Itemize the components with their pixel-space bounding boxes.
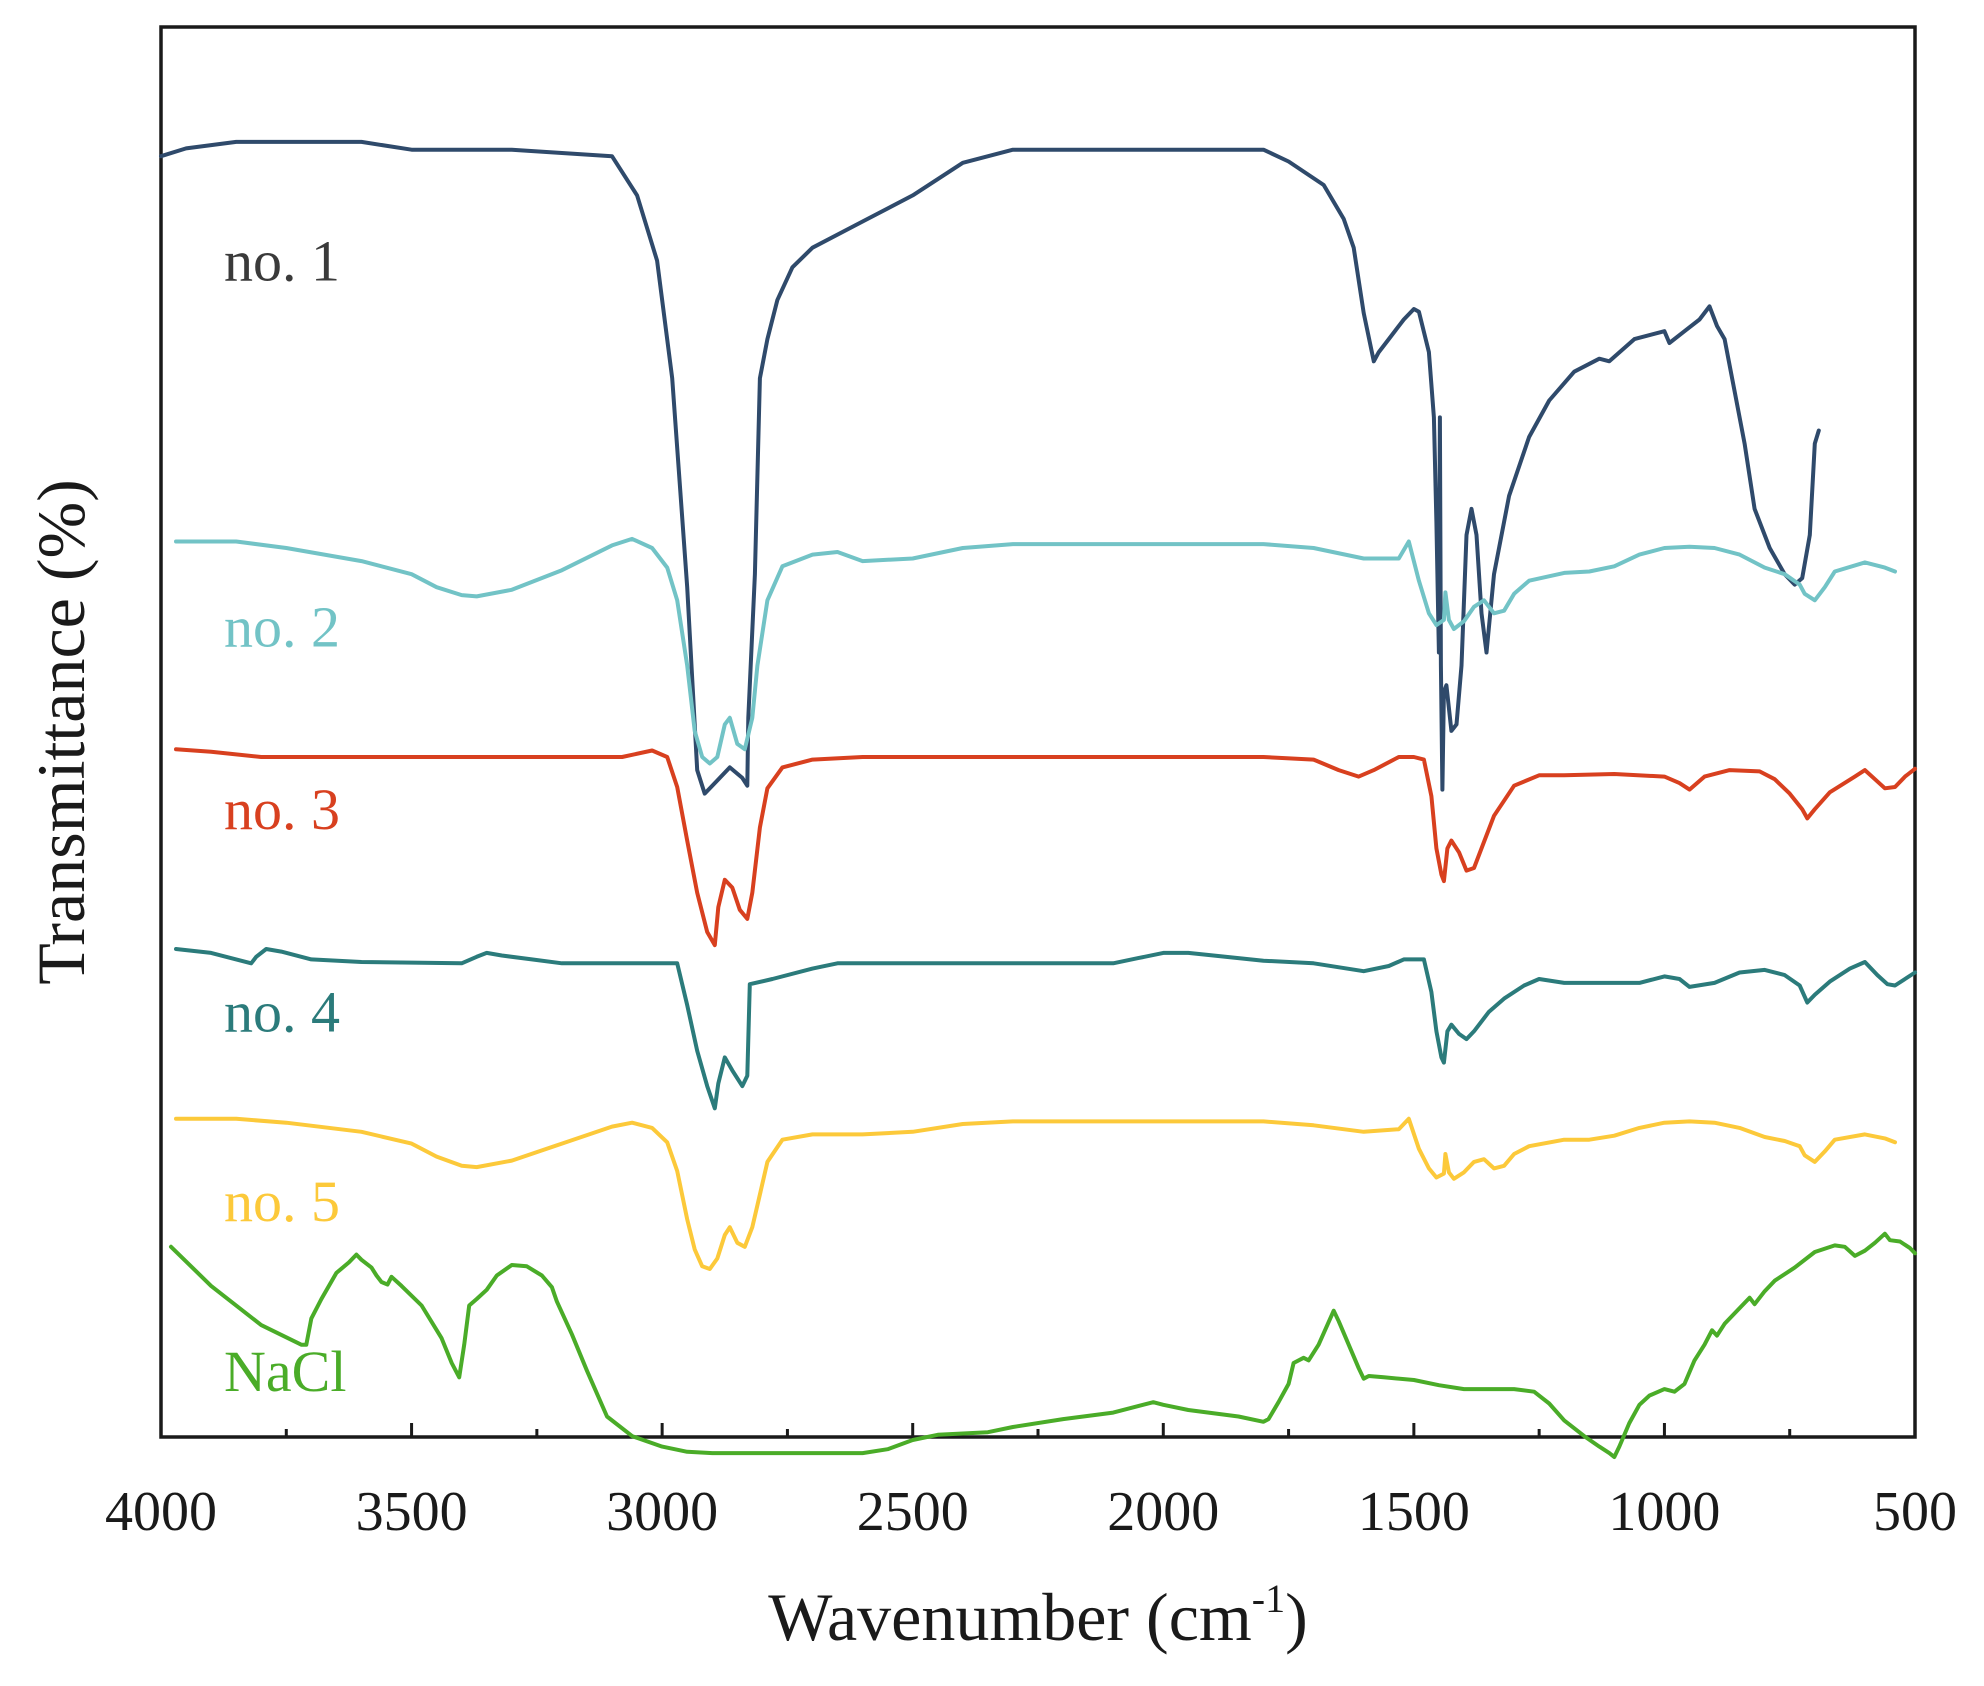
series-line-no-4 [174,947,1917,1111]
x-axis-tick-labels: 4000 3500 3000 2500 2000 1500 1000 500 [105,1481,1957,1543]
series-labels: no. 1 no. 2 no. 3 no. 4 no. 5 NaCl [224,229,346,1404]
series-line-no-3 [174,747,1917,948]
series-line-nacl [169,1231,1917,1459]
series-label-no-2: no. 2 [224,594,340,659]
spectra-curves [159,139,1917,1459]
x-axis-ticks [159,1423,1917,1437]
series-line-no-2 [174,536,1897,766]
series-line-no-1 [159,139,1821,796]
x-tick-label-1000: 1000 [1608,1481,1720,1543]
series-label-no-1: no. 1 [224,229,340,294]
x-tick-label-4000: 4000 [105,1481,217,1543]
plot-frame [159,25,1917,1439]
x-axis-title: Wavenumber (cm-1) [768,1576,1308,1655]
x-tick-label-3000: 3000 [606,1481,718,1543]
x-tick-label-500: 500 [1873,1481,1957,1543]
y-axis-title: Transmittance (%) [23,479,99,984]
series-line-no-5 [174,1116,1897,1271]
x-tick-label-3500: 3500 [356,1481,468,1543]
x-axis-title-main: Wavenumber (cm [768,1579,1252,1655]
series-label-nacl: NaCl [224,1339,346,1404]
x-axis-title-sup: -1 [1252,1576,1285,1621]
x-tick-label-2500: 2500 [857,1481,969,1543]
series-label-no-3: no. 3 [224,777,340,842]
series-label-no-5: no. 5 [224,1169,340,1234]
series-label-no-4: no. 4 [224,980,340,1045]
x-tick-label-1500: 1500 [1358,1481,1470,1543]
x-tick-label-2000: 2000 [1107,1481,1219,1543]
x-axis-title-close: ) [1285,1579,1308,1655]
